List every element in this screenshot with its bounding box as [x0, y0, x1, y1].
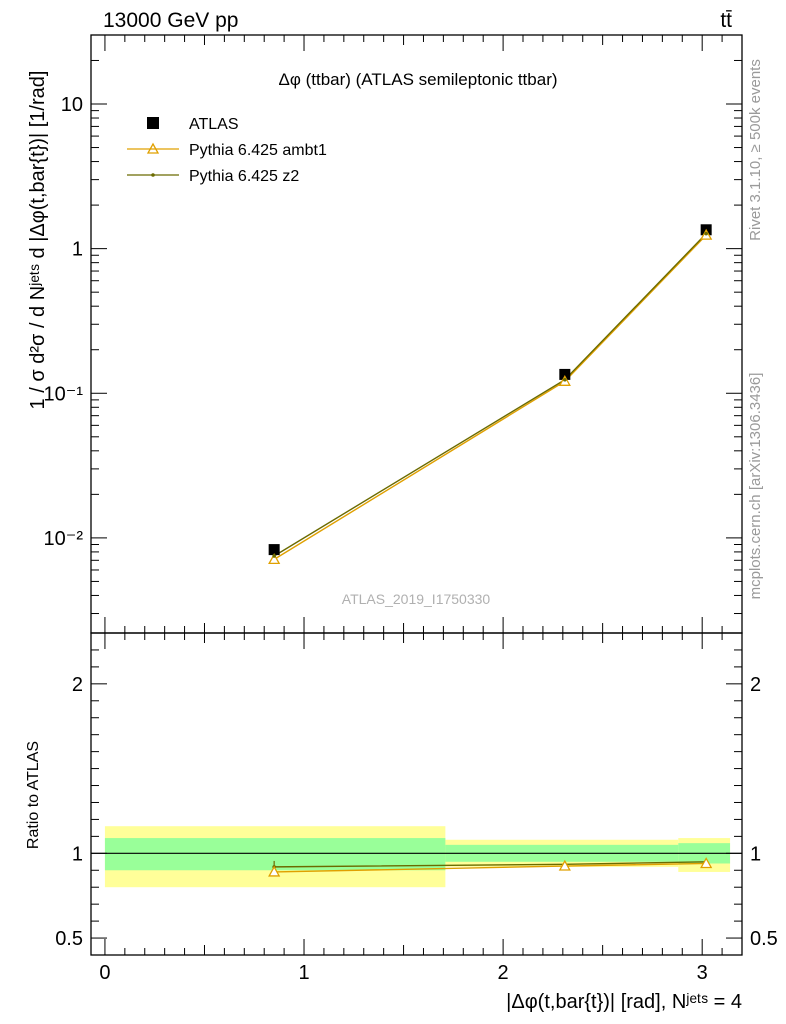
ratio-band-green — [104, 838, 446, 871]
main-line-ambt1 — [273, 234, 707, 561]
ratio-x-tick-label: 0 — [99, 962, 110, 984]
ratio-y-tick-label-left: 1 — [72, 843, 83, 865]
ratio-y-tick-label-left: 0.5 — [55, 928, 83, 950]
rivet-label: Rivet 3.1.10, ≥ 500k events — [747, 59, 764, 241]
legend-marker-ambt1 — [146, 142, 160, 154]
x-axis-label: |Δφ(t,bar{t})| [rad], Nʲᵉᵗˢ = 4 — [506, 991, 742, 1013]
main-y-tick-label: 10 — [61, 94, 83, 116]
ratio-y-tick-label-right: 2 — [750, 674, 761, 696]
main-series-lines — [273, 233, 707, 561]
ambt1-ratio-point — [558, 859, 571, 871]
ratio-x-tick-label: 1 — [298, 962, 309, 984]
energy-label: 13000 GeV pp — [103, 9, 238, 32]
main-y-tick-label: 10⁻¹ — [44, 383, 84, 405]
main-panel: 10⁻² 10⁻¹ 1 10 Δφ (ttbar) (ATLAS semilepton… — [27, 34, 743, 634]
main-title: Δφ (ttbar) (ATLAS semileptonic ttbar) — [278, 70, 557, 89]
ratio-panel: 0.5 0.5 1 1 2 2 0 1 2 3 Ratio to ATLAS |Δφ(t,bar… — [25, 632, 778, 1013]
ambt1-ratio-point — [700, 857, 713, 869]
ratio-y-tick-label-right: 0.5 — [750, 928, 778, 950]
ratio-y-axis-label: Ratio to ATLAS — [25, 741, 42, 849]
main-y-tick-label: 10⁻² — [44, 528, 84, 550]
ratio-series-markers — [268, 857, 713, 877]
main-line-z2 — [273, 233, 707, 557]
legend-marker-z2 — [151, 173, 155, 177]
main-y-axis-label: 1 / σ d²σ / d Nʲᵉᵗˢ d |Δφ(t,bar{t})| [1/… — [27, 71, 49, 410]
process-label: tt̄ — [720, 9, 732, 32]
main-y-tick-labels: 10⁻² 10⁻¹ 1 10 — [44, 94, 84, 550]
ratio-x-tick-label: 3 — [697, 962, 708, 984]
ratio-x-tick-label: 2 — [498, 962, 509, 984]
ratio-uncertainty-bands — [104, 826, 731, 888]
main-y-tick-label: 1 — [72, 239, 83, 261]
mcplots-label: mcplots.cern.ch [arXiv:1306.3436] — [747, 373, 764, 600]
legend-label-z2: Pythia 6.425 z2 — [189, 168, 299, 185]
analysis-watermark: ATLAS_2019_I1750330 — [342, 591, 491, 607]
ratio-y-tick-labels: 0.5 0.5 1 1 2 2 — [55, 674, 778, 950]
main-series-markers — [268, 224, 713, 565]
ambt1-data-point — [268, 553, 281, 565]
ratio-y-tick-label-left: 2 — [72, 674, 83, 696]
ratio-frame — [90, 632, 743, 956]
ambt1-ratio-point — [268, 865, 281, 877]
z2-data-point — [272, 554, 276, 558]
legend: ATLAS Pythia 6.425 ambt1 Pythia 6.425 z2 — [127, 116, 327, 185]
legend-label-ambt1: Pythia 6.425 ambt1 — [189, 142, 327, 159]
z2-data-point — [563, 377, 567, 382]
legend-marker-atlas — [147, 117, 159, 129]
atlas-data-point — [268, 544, 280, 556]
ratio-axis-ticks — [91, 633, 742, 955]
z2-data-point — [704, 231, 708, 236]
legend-label-atlas: ATLAS — [189, 116, 239, 133]
ratio-y-tick-label-right: 1 — [750, 843, 761, 865]
atlas-data-point — [559, 368, 571, 380]
main-axis-ticks — [91, 34, 742, 633]
ratio-x-tick-labels: 0 1 2 3 — [99, 962, 707, 984]
